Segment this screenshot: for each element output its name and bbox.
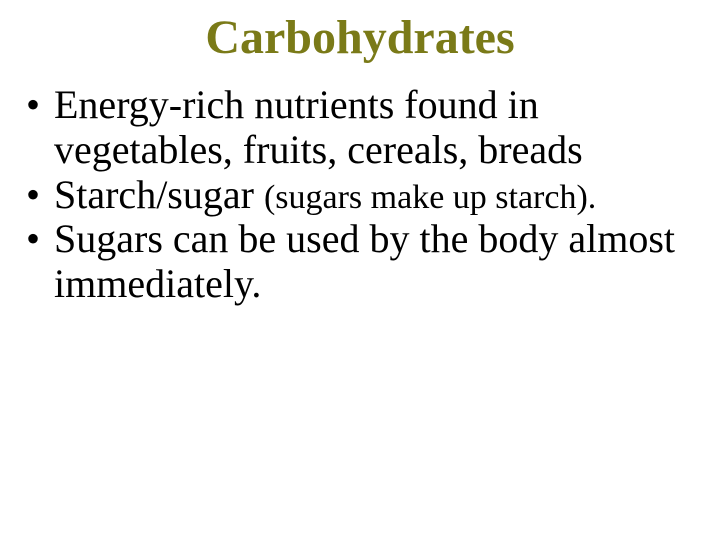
- list-item: Starch/sugar (sugars make up starch).: [26, 173, 700, 218]
- bullet-list: Energy-rich nutrients found in vegetable…: [26, 83, 700, 307]
- list-item: Energy-rich nutrients found in vegetable…: [26, 83, 700, 173]
- slide: Carbohydrates Energy-rich nutrients foun…: [0, 0, 720, 540]
- bullet-main-text: Starch/sugar: [54, 172, 264, 217]
- bullet-main-text: Energy-rich nutrients found in vegetable…: [54, 82, 583, 172]
- slide-title: Carbohydrates: [20, 10, 700, 65]
- list-item: Sugars can be used by the body almost im…: [26, 217, 700, 307]
- bullet-sub-text: (sugars make up starch).: [264, 179, 596, 216]
- bullet-main-text: Sugars can be used by the body almost im…: [54, 216, 675, 306]
